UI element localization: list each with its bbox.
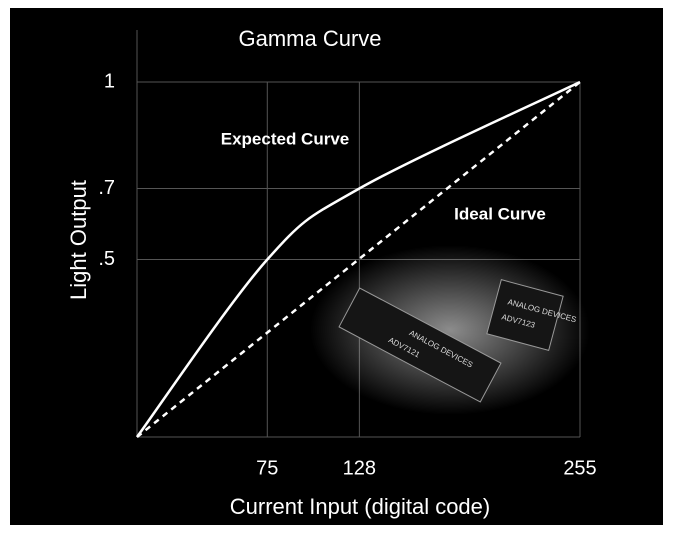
x-tick-label: 128 <box>343 457 376 479</box>
y-axis-label: Light Output <box>66 180 91 300</box>
series-line <box>135 80 581 438</box>
chip-body <box>486 279 564 351</box>
y-tick-label: 1 <box>104 70 115 92</box>
series-label: Expected Curve <box>221 129 350 148</box>
y-tick-label: .7 <box>98 177 115 199</box>
y-tick-label: .5 <box>98 248 115 270</box>
chip-adv7123: ANALOG DEVICES ADV7123 <box>486 279 577 351</box>
x-tick-label: 255 <box>563 457 596 479</box>
chip-body <box>338 287 502 403</box>
x-tick-label: 75 <box>256 457 278 479</box>
x-axis-label: Current Input (digital code) <box>230 494 490 519</box>
chart-title: Gamma Curve <box>238 26 381 51</box>
series-label: Ideal Curve <box>454 204 546 223</box>
